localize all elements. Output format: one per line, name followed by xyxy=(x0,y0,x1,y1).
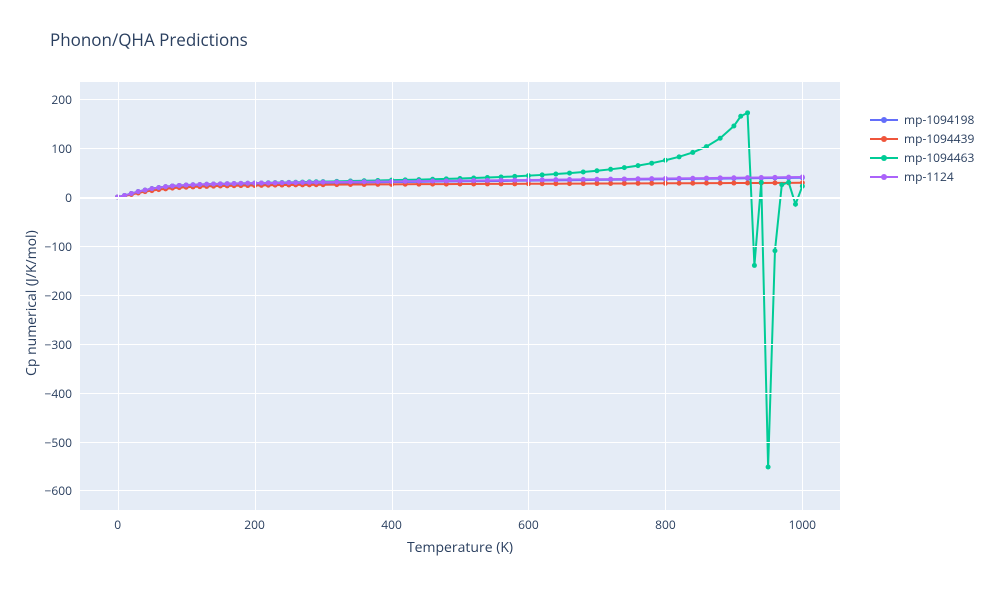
x-tick-label: 800 xyxy=(650,516,680,533)
x-gridline xyxy=(118,82,119,510)
chart-container: Phonon/QHA Predictions Temperature (K) C… xyxy=(0,0,1000,600)
y-tick-label: 0 xyxy=(65,189,72,206)
y-gridline xyxy=(80,295,840,296)
x-axis-title: Temperature (K) xyxy=(400,538,520,557)
y-tick-label: 200 xyxy=(51,91,72,108)
x-tick-label: 600 xyxy=(513,516,543,533)
x-gridline xyxy=(528,82,529,510)
y-tick-label: −300 xyxy=(45,336,72,353)
y-tick-label: −100 xyxy=(45,238,72,255)
x-tick-label: 400 xyxy=(377,516,407,533)
legend-label: mp-1094198 xyxy=(904,111,974,128)
legend-swatch-icon xyxy=(870,171,898,183)
legend-item-mp-1124[interactable]: mp-1124 xyxy=(870,167,974,186)
x-tick-label: 200 xyxy=(240,516,270,533)
x-gridline xyxy=(665,82,666,510)
series-mp-1094463[interactable] xyxy=(115,110,805,469)
x-tick-label: 1000 xyxy=(787,516,817,533)
legend-item-mp-1094439[interactable]: mp-1094439 xyxy=(870,129,974,148)
y-gridline xyxy=(80,197,840,199)
y-gridline xyxy=(80,442,840,443)
y-gridline xyxy=(80,393,840,394)
legend-swatch-icon xyxy=(870,133,898,145)
x-gridline xyxy=(392,82,393,510)
y-tick-label: −400 xyxy=(45,385,72,402)
y-tick-label: 100 xyxy=(51,140,72,157)
y-tick-label: −500 xyxy=(45,434,72,451)
y-gridline xyxy=(80,99,840,100)
legend-item-mp-1094198[interactable]: mp-1094198 xyxy=(870,110,974,129)
y-gridline xyxy=(80,344,840,345)
y-gridline xyxy=(80,148,840,149)
legend-item-mp-1094463[interactable]: mp-1094463 xyxy=(870,148,974,167)
legend-swatch-icon xyxy=(870,152,898,164)
y-tick-label: −600 xyxy=(45,482,72,499)
legend-label: mp-1094463 xyxy=(904,149,974,166)
x-tick-label: 0 xyxy=(103,516,133,533)
x-gridline xyxy=(802,82,803,510)
legend: mp-1094198 mp-1094439 mp-1094463 mp-1124 xyxy=(870,110,974,186)
y-tick-label: −200 xyxy=(45,287,72,304)
legend-label: mp-1094439 xyxy=(904,130,974,147)
x-gridline xyxy=(255,82,256,510)
y-axis-title: Cp numerical (J/K/mol) xyxy=(22,230,41,376)
legend-swatch-icon xyxy=(870,114,898,126)
plot-svg xyxy=(0,0,1000,600)
y-gridline xyxy=(80,246,840,247)
legend-label: mp-1124 xyxy=(904,168,954,185)
y-gridline xyxy=(80,490,840,491)
